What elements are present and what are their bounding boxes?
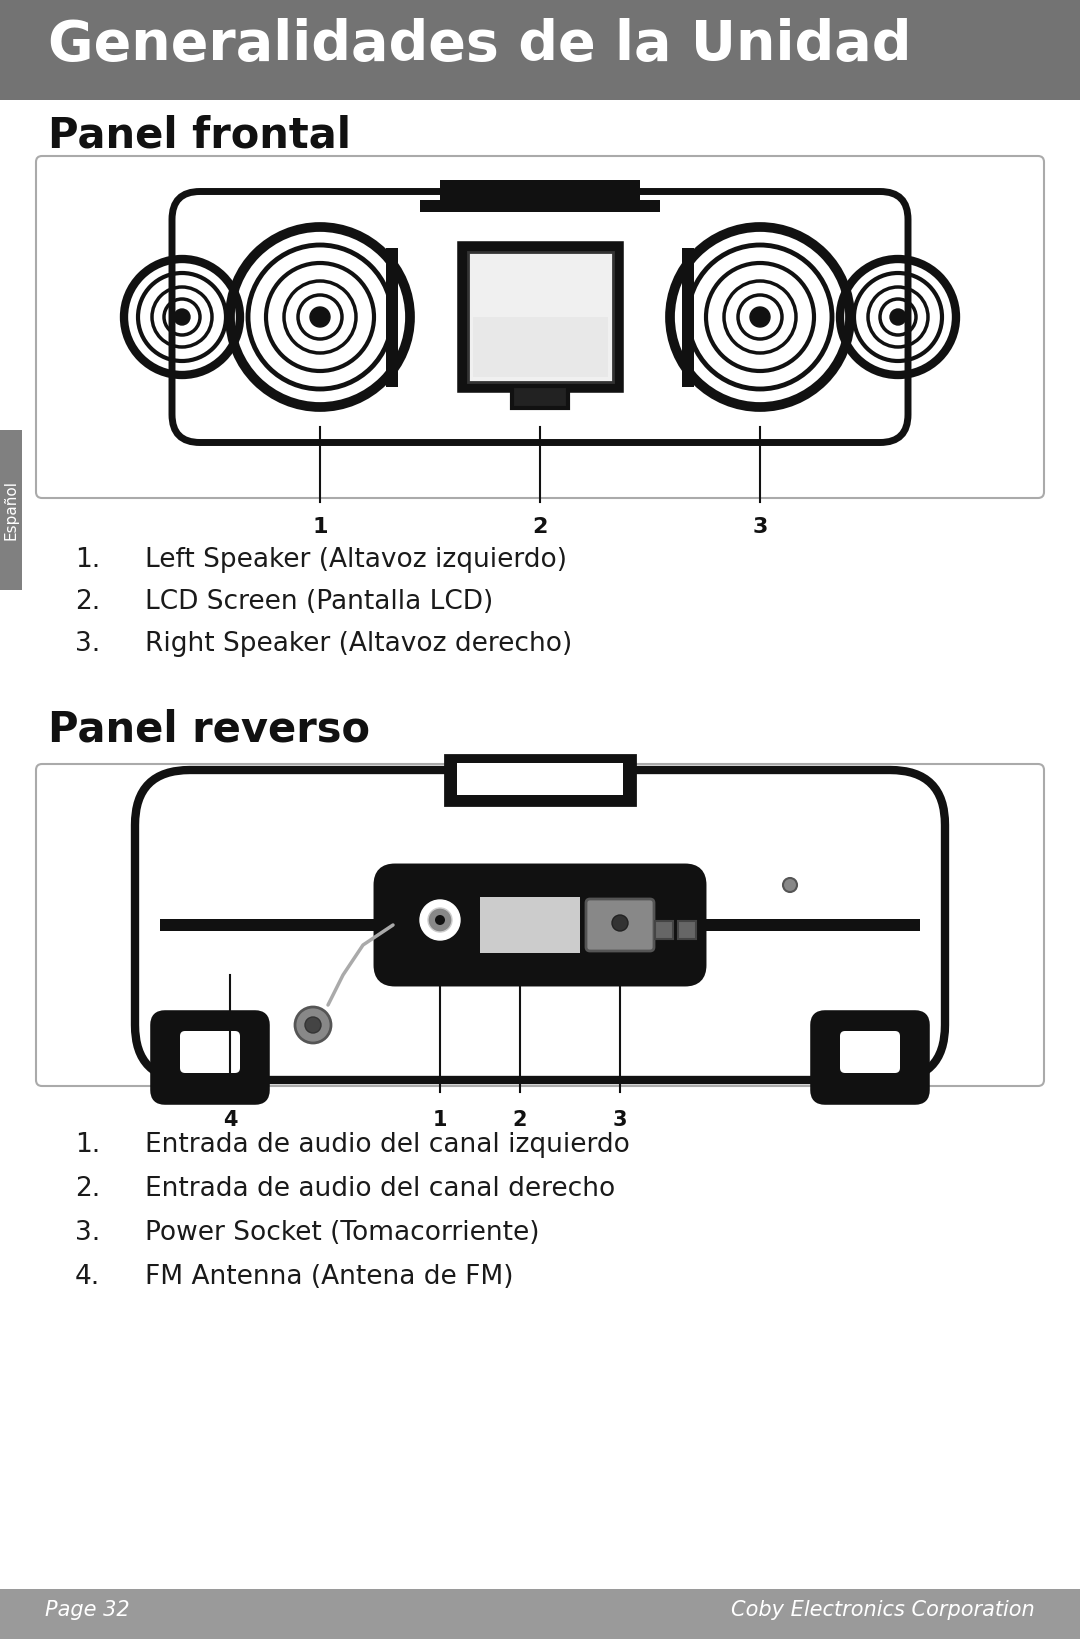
Text: 3: 3 (612, 1110, 627, 1129)
Text: Generalidades de la Unidad: Generalidades de la Unidad (48, 18, 912, 72)
FancyBboxPatch shape (377, 867, 703, 983)
Text: Entrada de audio del canal izquierdo: Entrada de audio del canal izquierdo (145, 1133, 630, 1159)
Circle shape (612, 915, 627, 931)
Bar (512, 387, 568, 408)
Bar (473, 316, 607, 377)
Bar (0, 429, 22, 590)
Text: 4.: 4. (75, 1264, 100, 1290)
FancyBboxPatch shape (135, 770, 945, 1080)
Text: 2: 2 (513, 1110, 527, 1129)
Circle shape (310, 306, 330, 328)
Bar (160, 919, 920, 931)
Text: Power Socket (Tomacorriente): Power Socket (Tomacorriente) (145, 1219, 540, 1246)
Circle shape (435, 915, 445, 924)
Text: 2.: 2. (75, 1177, 100, 1201)
Text: FM Antenna (Antena de FM): FM Antenna (Antena de FM) (145, 1264, 513, 1290)
FancyBboxPatch shape (813, 1013, 927, 1101)
FancyBboxPatch shape (153, 1013, 267, 1101)
Circle shape (783, 879, 797, 892)
Text: 3: 3 (753, 516, 768, 538)
Bar (386, 247, 399, 387)
Bar (0, 0, 1080, 100)
Bar (445, 756, 635, 805)
Text: Left Speaker (Altavoz izquierdo): Left Speaker (Altavoz izquierdo) (145, 547, 567, 574)
FancyBboxPatch shape (36, 156, 1044, 498)
FancyBboxPatch shape (586, 900, 654, 951)
Text: 1.: 1. (75, 1133, 100, 1159)
Text: LCD Screen (Pantalla LCD): LCD Screen (Pantalla LCD) (145, 588, 494, 615)
Circle shape (295, 1006, 330, 1042)
Circle shape (174, 310, 190, 325)
Text: 4: 4 (222, 1110, 238, 1129)
Text: 2.: 2. (75, 588, 100, 615)
Text: Panel frontal: Panel frontal (48, 115, 351, 157)
Bar (681, 247, 694, 387)
Bar (420, 200, 660, 211)
Text: 3.: 3. (75, 1219, 100, 1246)
FancyBboxPatch shape (36, 764, 1044, 1087)
Circle shape (428, 908, 453, 933)
Text: 1: 1 (312, 516, 327, 538)
Bar (440, 180, 640, 202)
Bar (480, 897, 580, 952)
Text: Page 32: Page 32 (45, 1600, 130, 1619)
Bar (678, 921, 696, 939)
Bar (654, 921, 673, 939)
FancyBboxPatch shape (180, 1031, 240, 1074)
Text: Coby Electronics Corporation: Coby Electronics Corporation (731, 1600, 1035, 1619)
Text: 2: 2 (532, 516, 548, 538)
Bar (459, 244, 621, 390)
Circle shape (890, 310, 906, 325)
FancyBboxPatch shape (172, 192, 908, 443)
Text: 1: 1 (433, 1110, 447, 1129)
Bar (0, 1588, 1080, 1639)
Text: Entrada de audio del canal derecho: Entrada de audio del canal derecho (145, 1177, 616, 1201)
Text: 1.: 1. (75, 547, 100, 574)
Text: Right Speaker (Altavoz derecho): Right Speaker (Altavoz derecho) (145, 631, 572, 657)
Circle shape (750, 306, 770, 328)
Circle shape (305, 1018, 321, 1033)
Text: 3.: 3. (75, 631, 100, 657)
FancyBboxPatch shape (840, 1031, 900, 1074)
Text: Panel reverso: Panel reverso (48, 708, 370, 751)
Text: Español: Español (3, 480, 18, 539)
Circle shape (420, 900, 460, 941)
Bar (457, 764, 623, 795)
Bar (468, 252, 612, 382)
